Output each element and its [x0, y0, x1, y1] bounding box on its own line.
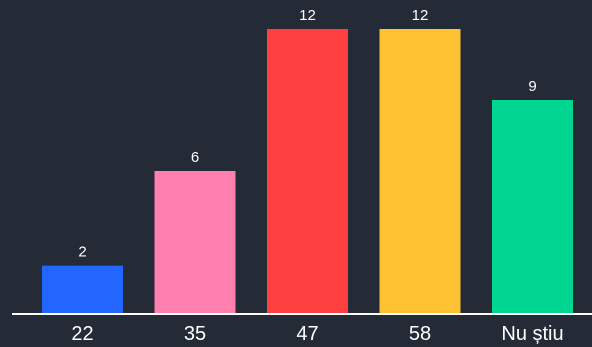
bar-5: [492, 100, 573, 313]
x-tick-labels: 22 35 47 58 Nu știu: [71, 323, 563, 345]
bar-1: [42, 265, 123, 313]
bars-group: 2 6 12 12 9: [42, 7, 573, 313]
bar-value-label: 9: [528, 78, 536, 95]
x-tick-label: 22: [71, 323, 93, 345]
x-tick-label: Nu știu: [501, 323, 563, 345]
bar-value-label: 2: [78, 244, 86, 261]
x-tick-label: 47: [296, 323, 318, 345]
bar-value-label: 12: [299, 7, 316, 24]
bar-value-label: 6: [191, 149, 199, 166]
bar-2: [154, 171, 236, 313]
bar-4: [379, 29, 461, 313]
x-tick-label: 58: [409, 323, 431, 345]
x-tick-label: 35: [184, 323, 206, 345]
bar-3: [267, 29, 348, 313]
bar-value-label: 12: [412, 7, 429, 24]
